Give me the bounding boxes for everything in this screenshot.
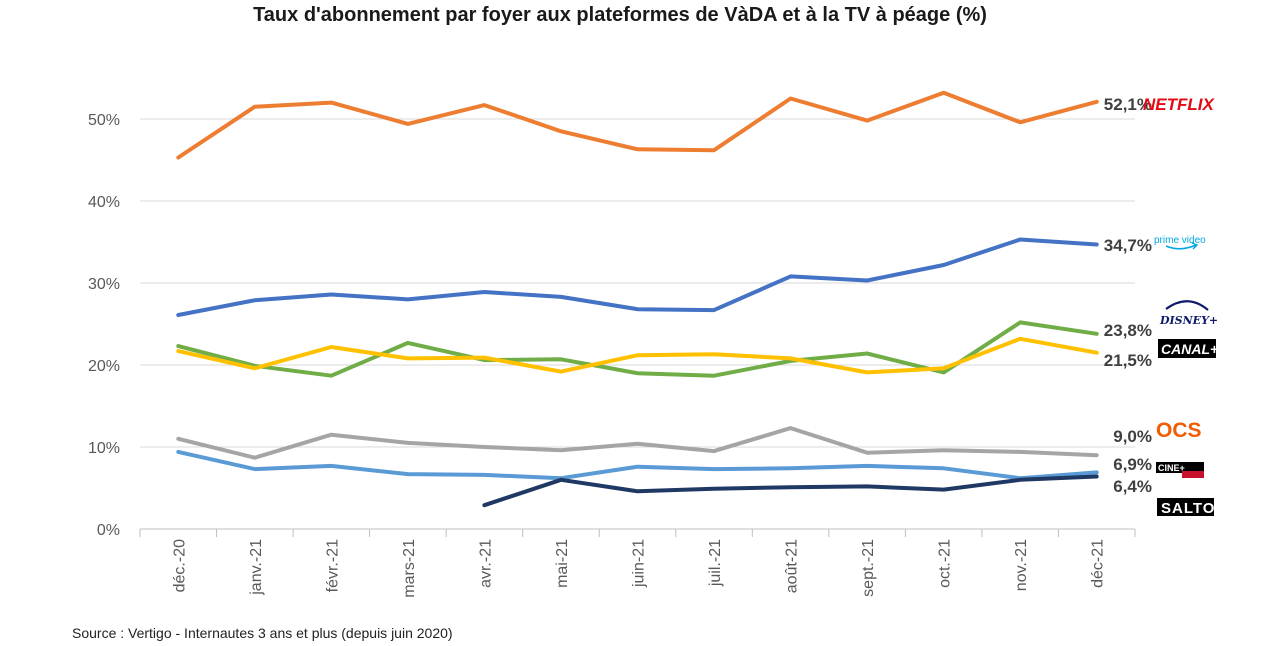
- svg-text:OCS: OCS: [1156, 419, 1202, 442]
- x-tick-label: avr.-21: [477, 539, 494, 588]
- series-line: [176, 449, 1099, 481]
- end-labels: 52,1% 34,7% 23,8% 21,5% 9,0% 6,9% 6,4%: [1104, 95, 1152, 496]
- x-tick-label: mars-21: [401, 539, 418, 598]
- y-tick-label: 10%: [88, 440, 120, 457]
- svg-text:prime video: prime video: [1154, 235, 1206, 246]
- x-tick-label: févr.-21: [324, 539, 341, 592]
- svg-text:SALTO: SALTO: [1161, 500, 1215, 517]
- canal-plus-logo: CANAL+: [1158, 339, 1218, 358]
- prime-video-logo: prime video: [1154, 235, 1206, 250]
- y-tick-label: 50%: [88, 112, 120, 129]
- svg-text:DISNEY+: DISNEY+: [1159, 314, 1218, 327]
- x-axis: déc.-20 janv.-21 févr.-21 mars-21 avr.-21 mai…: [139, 528, 1136, 598]
- y-tick-label: 20%: [88, 358, 120, 375]
- source-note: Source : Vertigo - Internautes 3 ans et …: [72, 625, 453, 641]
- brand-logos: NETFLIX prime video DISNEY+ CANAL+ OCS C…: [1143, 95, 1218, 517]
- y-axis-ticks: 0% 10% 20% 30% 40% 50%: [88, 112, 120, 539]
- y-tick-label: 0%: [97, 522, 120, 539]
- disney-plus-logo: DISNEY+: [1159, 300, 1218, 327]
- x-tick-label: déc.-20: [171, 539, 188, 592]
- x-tick-label: mai-21: [554, 539, 571, 588]
- series-line: [176, 320, 1099, 378]
- y-tick-label: 40%: [88, 194, 120, 211]
- x-tick-label: janv.-21: [248, 539, 265, 596]
- svg-text:CINE+: CINE+: [1158, 463, 1185, 473]
- y-tick-label: 30%: [88, 276, 120, 293]
- series-lines: [176, 90, 1099, 508]
- svg-text:NETFLIX: NETFLIX: [1143, 95, 1215, 114]
- series-line: [176, 426, 1099, 460]
- end-value-label: 21,5%: [1104, 351, 1152, 370]
- cine-plus-logo: CINE+: [1156, 462, 1204, 478]
- series-line: [176, 90, 1099, 160]
- series-line: [482, 474, 1099, 508]
- x-tick-label: oct.-21: [937, 539, 954, 588]
- salto-logo: SALTO: [1157, 498, 1215, 517]
- x-tick-label: déc-21: [1090, 539, 1107, 588]
- series-line: [176, 336, 1099, 375]
- svg-text:CANAL+: CANAL+: [1161, 341, 1218, 357]
- x-tick-label: sept.-21: [860, 539, 877, 597]
- x-tick-label: juil.-21: [707, 539, 724, 587]
- end-value-label: 6,4%: [1113, 477, 1152, 496]
- end-value-label: 34,7%: [1104, 236, 1152, 255]
- end-value-label: 9,0%: [1113, 427, 1152, 446]
- chart-title: Taux d'abonnement par foyer aux platefor…: [253, 4, 987, 26]
- gridlines: [140, 118, 1135, 448]
- end-value-label: 23,8%: [1104, 321, 1152, 340]
- series-line: [176, 237, 1099, 317]
- x-tick-label: août-21: [784, 539, 801, 593]
- end-value-label: 52,1%: [1104, 95, 1152, 114]
- netflix-logo: NETFLIX: [1143, 95, 1215, 114]
- x-tick-label: juin-21: [631, 539, 648, 588]
- end-value-label: 6,9%: [1113, 455, 1152, 474]
- x-tick-label: nov.-21: [1013, 539, 1030, 591]
- ocs-logo: OCS: [1156, 419, 1202, 442]
